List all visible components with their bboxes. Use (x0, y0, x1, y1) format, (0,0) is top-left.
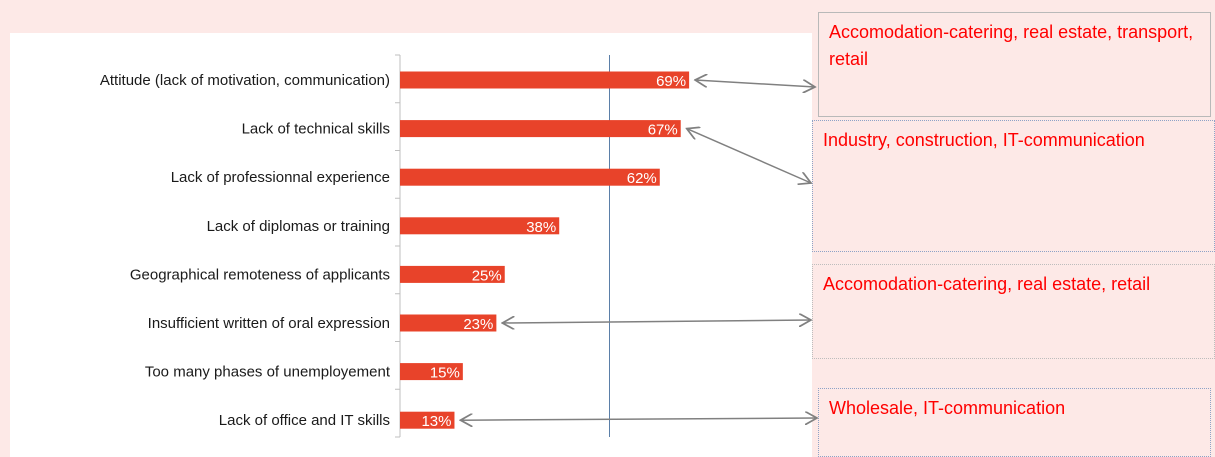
category-label: Lack of office and IT skills (219, 412, 390, 429)
bar (400, 168, 660, 186)
bar (400, 411, 455, 429)
callout-sectors-attitude: Accomodation-catering, real estate, tran… (818, 12, 1211, 117)
bar-chart: Attitude (lack of motivation, communicat… (100, 54, 690, 438)
value-label: 67% (648, 122, 678, 139)
value-label: 25% (472, 267, 502, 284)
bar (400, 363, 463, 381)
value-label: 23% (463, 316, 493, 333)
callout-sectors-technical: Industry, construction, IT-communication (812, 120, 1215, 252)
value-label: 15% (430, 365, 460, 382)
value-label: 62% (627, 170, 657, 187)
bar (400, 71, 690, 89)
category-label: Attitude (lack of motivation, communicat… (100, 72, 390, 89)
value-label: 13% (421, 413, 451, 430)
value-label: 38% (526, 219, 556, 236)
category-label: Lack of professionnal experience (171, 169, 390, 186)
category-label: Lack of diplomas or training (207, 218, 390, 235)
bar (400, 265, 505, 283)
bar (400, 217, 560, 235)
bar (400, 314, 497, 332)
category-label: Geographical remoteness of applicants (130, 266, 390, 283)
callout-sectors-office-it: Wholesale, IT-communication (818, 388, 1211, 457)
callout-sectors-expression: Accomodation-catering, real estate, reta… (812, 264, 1215, 359)
category-label: Too many phases of unemployement (145, 364, 391, 381)
value-label: 69% (656, 73, 686, 90)
category-label: Insufficient written of oral expression (148, 315, 390, 332)
category-label: Lack of technical skills (242, 121, 390, 138)
bar (400, 120, 681, 138)
chart-panel: Attitude (lack of motivation, communicat… (10, 33, 812, 457)
